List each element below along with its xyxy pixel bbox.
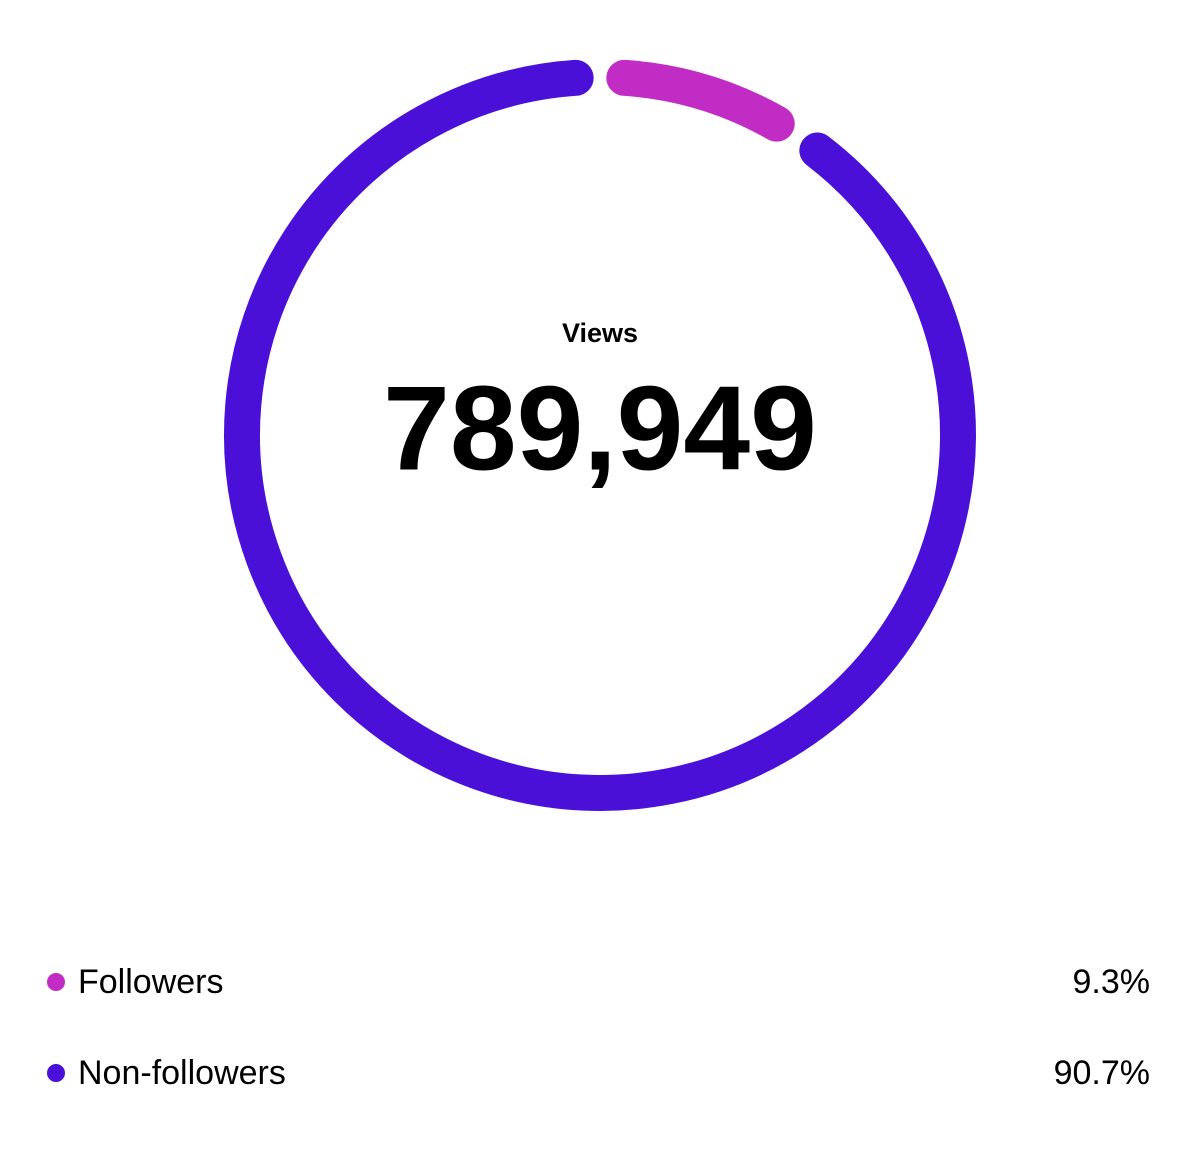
legend-dot bbox=[47, 973, 65, 991]
donut-segment bbox=[224, 59, 976, 811]
center-value: 789,949 bbox=[383, 362, 817, 496]
center-title: Views bbox=[562, 318, 638, 348]
legend-value: 90.7% bbox=[1054, 1054, 1150, 1092]
donut-segment bbox=[606, 59, 795, 142]
legend-label: Followers bbox=[78, 963, 223, 1001]
legend-value: 9.3% bbox=[1073, 963, 1151, 1001]
legend-dot bbox=[47, 1064, 65, 1082]
legend-label: Non-followers bbox=[78, 1054, 286, 1092]
